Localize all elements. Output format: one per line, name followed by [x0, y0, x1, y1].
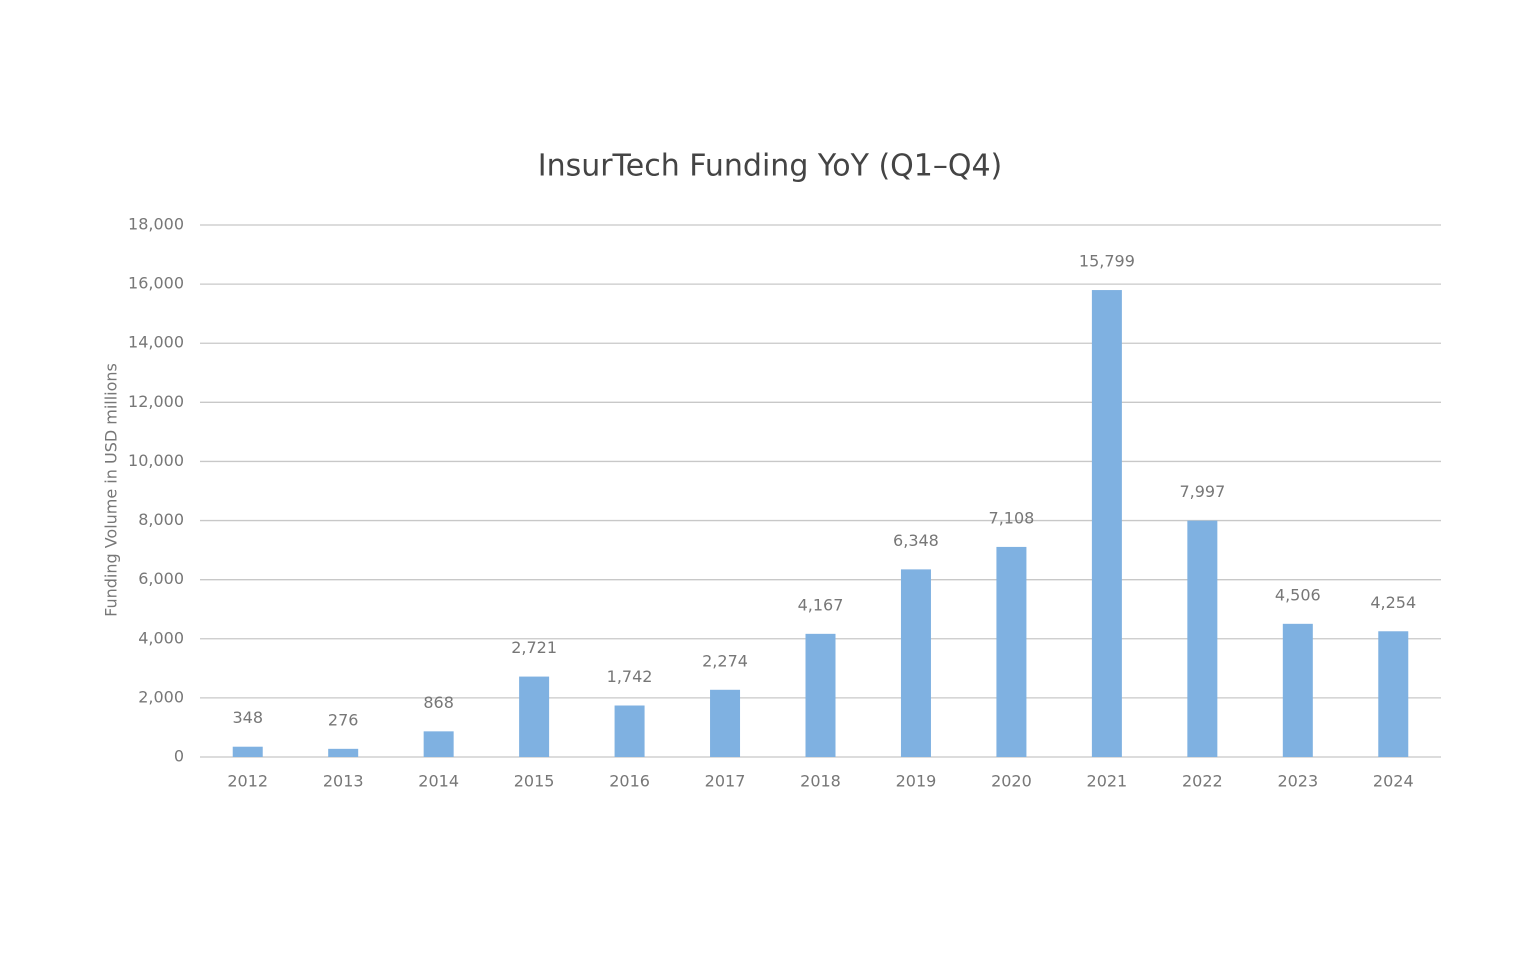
x-tick-label: 2013: [323, 772, 364, 791]
y-tick-label: 10,000: [128, 451, 184, 470]
bar: [1091, 290, 1122, 757]
y-tick-label: 12,000: [128, 392, 184, 411]
x-tick-label: 2012: [227, 772, 268, 791]
bar: [423, 731, 454, 757]
bar: [996, 546, 1027, 757]
bar: [805, 633, 836, 757]
value-label: 6,348: [893, 531, 939, 550]
x-tick-label: 2023: [1277, 772, 1318, 791]
value-label: 7,997: [1179, 482, 1225, 501]
value-label: 4,506: [1275, 585, 1321, 604]
y-tick-label: 0: [174, 747, 184, 766]
x-tick-label: 2022: [1182, 772, 1223, 791]
value-label: 2,721: [511, 638, 557, 657]
value-label: 4,254: [1370, 593, 1416, 612]
x-tick-label: 2019: [896, 772, 937, 791]
y-axis-label: Funding Volume in USD millions: [102, 363, 121, 617]
value-label: 7,108: [989, 508, 1035, 527]
bar: [232, 746, 263, 757]
x-tick-label: 2018: [800, 772, 841, 791]
x-tick-label: 2020: [991, 772, 1032, 791]
bar: [1378, 631, 1409, 757]
x-tick-label: 2015: [514, 772, 555, 791]
y-tick-label: 4,000: [138, 628, 184, 647]
y-tick-label: 18,000: [128, 215, 184, 234]
x-tick-label: 2016: [609, 772, 650, 791]
y-tick-label: 8,000: [138, 510, 184, 529]
bar: [328, 748, 359, 757]
y-tick-label: 16,000: [128, 274, 184, 293]
y-tick-label: 2,000: [138, 687, 184, 706]
bar: [519, 676, 550, 757]
bar: [900, 569, 931, 757]
value-label: 15,799: [1079, 252, 1135, 271]
x-tick-label: 2017: [705, 772, 746, 791]
bar: [710, 689, 741, 757]
y-tick-label: 6,000: [138, 569, 184, 588]
value-label: 1,742: [607, 667, 653, 686]
x-tick-label: 2014: [418, 772, 459, 791]
x-tick-label: 2024: [1373, 772, 1414, 791]
bar: [1282, 623, 1313, 757]
value-label: 4,167: [798, 595, 844, 614]
value-label: 868: [423, 693, 454, 712]
chart-title: InsurTech Funding YoY (Q1–Q4): [538, 149, 1003, 184]
value-label: 348: [232, 708, 263, 727]
bar: [1187, 520, 1218, 757]
value-label: 2,274: [702, 651, 748, 670]
value-label: 276: [328, 710, 359, 729]
x-tick-label: 2021: [1087, 772, 1128, 791]
bar: [614, 705, 645, 757]
y-tick-label: 14,000: [128, 333, 184, 352]
